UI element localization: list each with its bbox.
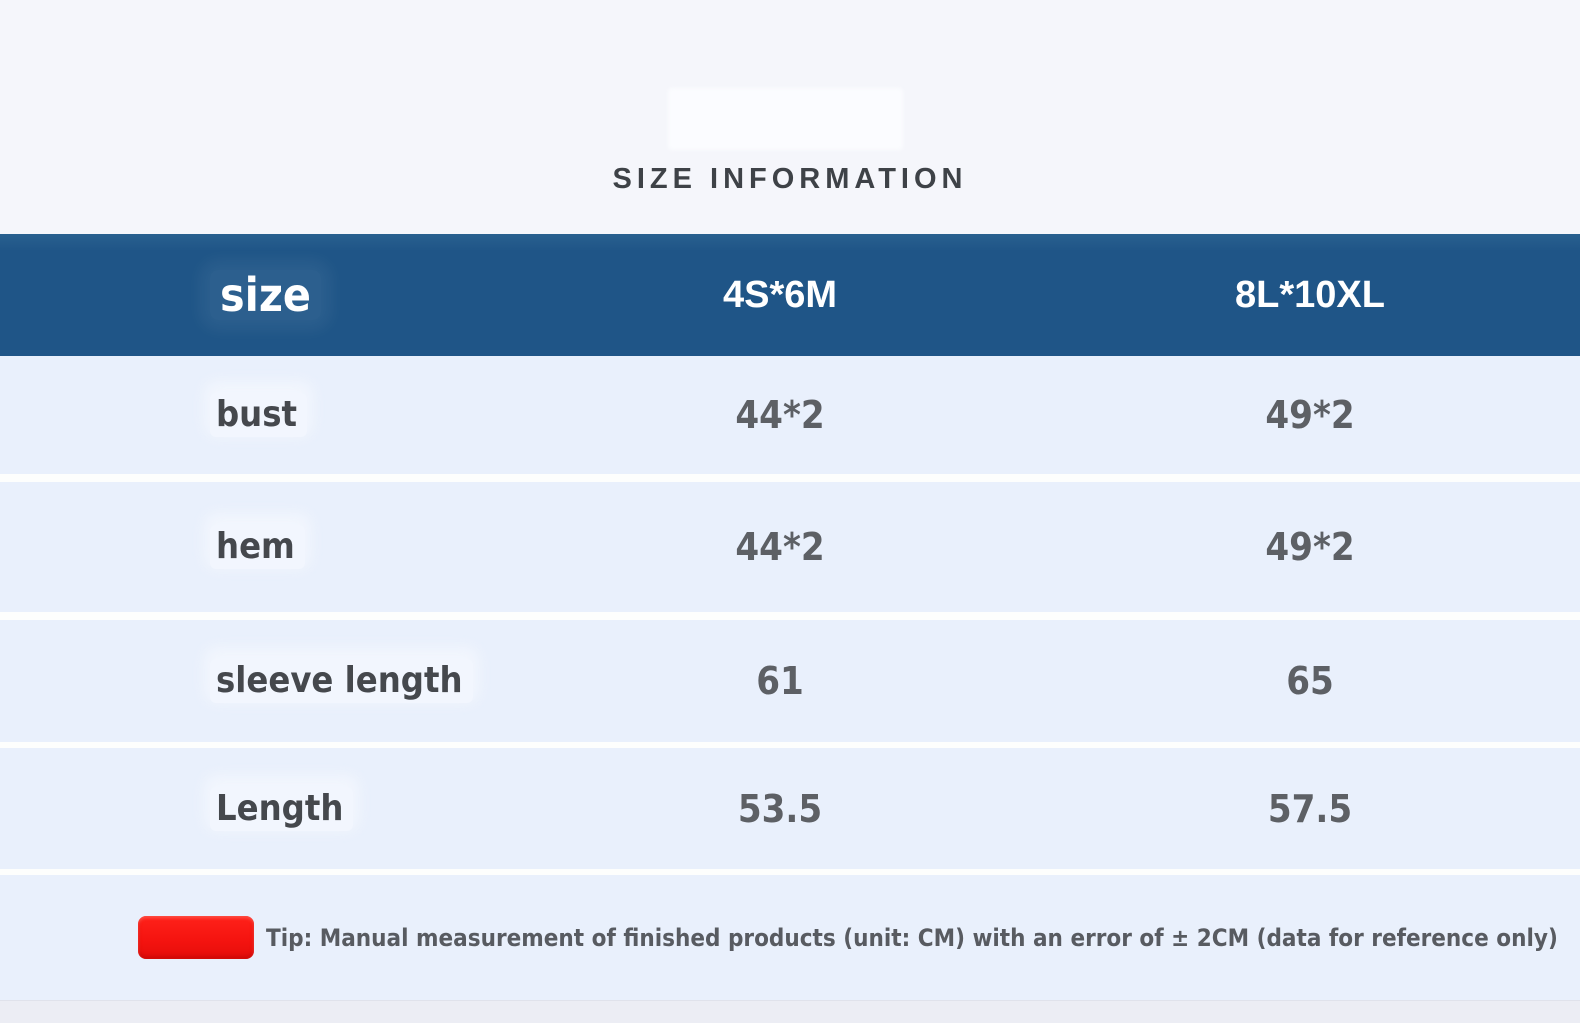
row-separator: [0, 869, 1580, 875]
table-row: sleeve length 61 65: [0, 620, 1580, 742]
row-separator: [0, 474, 1580, 482]
row-separator: [0, 742, 1580, 748]
table-row: hem 44*2 49*2: [0, 482, 1580, 612]
row-label: Length: [210, 786, 354, 831]
tip-row: Tip: Manual measurement of finished prod…: [0, 875, 1580, 1000]
row-value-small: 61: [756, 659, 804, 703]
row-label: bust: [210, 393, 308, 437]
row-value-large: 49*2: [1265, 393, 1355, 437]
page-title: SIZE INFORMATION: [612, 163, 968, 195]
tip-text: Tip: Manual measurement of finished prod…: [266, 923, 1558, 952]
table-row: bust 44*2 49*2: [0, 356, 1580, 474]
header-cell-size: size: [0, 270, 520, 320]
row-value-large: 57.5: [1267, 786, 1353, 831]
row-value-large: 65: [1286, 659, 1334, 703]
table-header-row: size 4S*6M 8L*10XL: [0, 234, 1580, 356]
row-value-small: 44*2: [735, 393, 825, 437]
page-header-area: SIZE INFORMATION: [0, 0, 1580, 234]
bottom-strip: [0, 1000, 1580, 1023]
header-col-large: 8L*10XL: [1235, 273, 1385, 316]
header-col-small: 4S*6M: [722, 273, 838, 316]
table-row: Length 53.5 57.5: [0, 748, 1580, 869]
row-value-large: 49*2: [1265, 525, 1355, 569]
row-label: hem: [210, 525, 305, 569]
faded-watermark: [668, 88, 903, 150]
header-size-label: size: [210, 270, 321, 320]
row-value-small: 44*2: [735, 525, 825, 569]
row-value-small: 53.5: [737, 786, 823, 831]
row-separator: [0, 612, 1580, 620]
red-marker-icon: [138, 916, 254, 959]
row-label: sleeve length: [210, 659, 473, 703]
